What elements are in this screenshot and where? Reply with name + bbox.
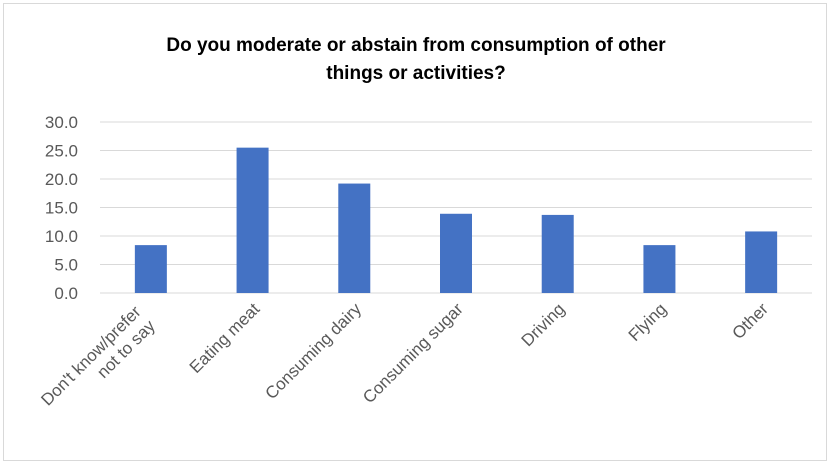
y-tick-label: 25.0 bbox=[45, 142, 78, 161]
x-tick-label: Driving bbox=[518, 299, 569, 350]
x-tick-label: Flying bbox=[625, 299, 671, 345]
bar bbox=[541, 214, 574, 293]
bar bbox=[643, 245, 676, 293]
x-tick-label-line: Eating meat bbox=[186, 299, 264, 377]
y-tick-label: 0.0 bbox=[54, 284, 78, 303]
x-tick-label-line: Flying bbox=[625, 299, 671, 345]
x-tick-label: Don't know/prefernot to say bbox=[37, 302, 159, 424]
bar bbox=[440, 213, 472, 293]
x-tick-label-line: Consuming sugar bbox=[359, 299, 467, 407]
x-tick-label-line: Consuming dairy bbox=[261, 299, 365, 403]
x-tick-label-line: Driving bbox=[518, 299, 569, 350]
y-tick-label: 10.0 bbox=[45, 227, 78, 246]
bar bbox=[236, 147, 269, 293]
x-tick-label: Eating meat bbox=[186, 299, 264, 377]
chart-frame bbox=[3, 3, 827, 461]
y-tick-label: 15.0 bbox=[45, 199, 78, 218]
chart-title-line-2: things or activities? bbox=[326, 63, 506, 84]
x-tick-label: Other bbox=[728, 299, 772, 343]
bar bbox=[134, 245, 167, 293]
x-tick-label: Consuming dairy bbox=[261, 299, 365, 403]
y-tick-label: 20.0 bbox=[45, 170, 78, 189]
y-tick-label: 5.0 bbox=[54, 256, 78, 275]
y-tick-label: 30.0 bbox=[45, 113, 78, 132]
bar bbox=[745, 231, 778, 293]
x-tick-label: Consuming sugar bbox=[359, 299, 467, 407]
x-tick-label-line: Other bbox=[728, 299, 772, 343]
bar bbox=[338, 183, 371, 293]
chart-title-line-1: Do you moderate or abstain from consumpt… bbox=[166, 35, 666, 56]
chart-title: Do you moderate or abstain from consumpt… bbox=[0, 32, 832, 88]
